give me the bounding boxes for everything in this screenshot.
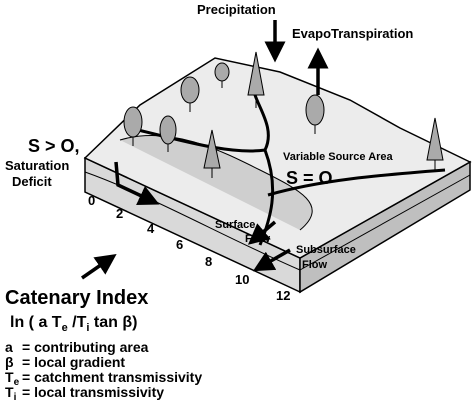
scale-number: 2 [116, 206, 123, 221]
label: Surface [215, 219, 255, 231]
land-surface [83, 57, 472, 259]
scale-number: 0 [88, 193, 95, 208]
formula-part: /T [68, 314, 87, 331]
legend-entry: a = contributing area [5, 339, 149, 355]
formula-part: i [86, 322, 89, 334]
formula-part: e [62, 322, 68, 334]
soil-layer [84, 171, 471, 271]
formula-part: ln ( a T [10, 314, 62, 331]
legend-symbol: β [5, 354, 14, 370]
trees [123, 51, 444, 178]
label: S = O [286, 168, 333, 188]
legend-sub: i [14, 392, 17, 403]
label: Subsurface [296, 244, 356, 256]
legend-definition: = local gradient [22, 354, 125, 370]
label: Variable Source Area [283, 151, 394, 163]
legend-symbol: a [5, 339, 13, 355]
formula-part: tan β) [89, 314, 137, 331]
legend-definition: = contributing area [22, 339, 149, 355]
label: EvapoTranspiration [292, 26, 413, 41]
legend-sub: e [14, 377, 20, 388]
legend-symbol: T [5, 369, 14, 385]
legend-definition: = catchment transmissivity [22, 369, 202, 385]
legend-entry: β = local gradient [5, 354, 125, 370]
formula: ln ( a Te /Ti tan β) [10, 314, 137, 334]
arrows [81, 20, 329, 280]
label: Deficit [12, 174, 52, 189]
label: S > O, [28, 136, 80, 156]
legend-entry: Te = catchment transmissivity [5, 369, 202, 388]
legend-entry: Ti = local transmissivity [5, 384, 164, 403]
legend-definition: = local transmissivity [22, 384, 164, 400]
scale-number: 12 [276, 288, 290, 303]
label: Precipitation [197, 2, 276, 17]
scale-number: 8 [205, 254, 212, 269]
scale-number: 4 [147, 221, 155, 236]
scale-number: 6 [176, 237, 183, 252]
index-title: Catenary Index [5, 287, 148, 309]
label: Flow [245, 233, 270, 245]
label: Saturation [5, 158, 69, 173]
label: Flow [302, 259, 327, 271]
legend-symbol: T [5, 384, 14, 400]
scale-number: 10 [235, 272, 249, 287]
